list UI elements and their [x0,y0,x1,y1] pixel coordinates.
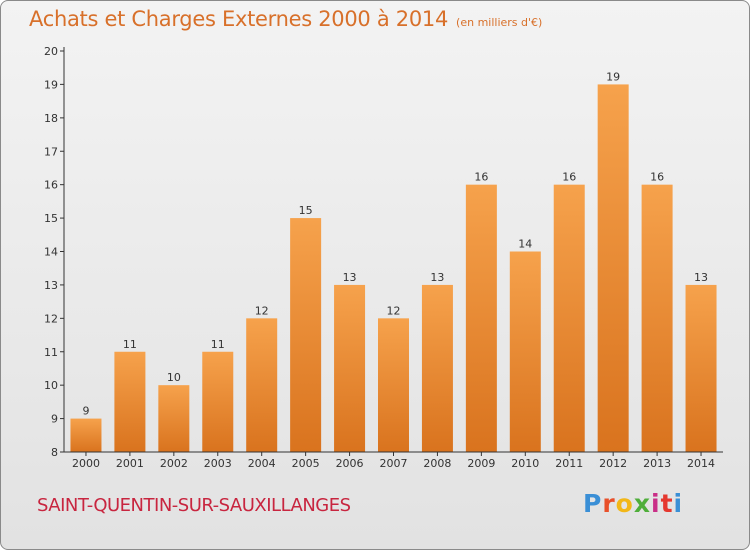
y-tick-label: 11 [44,346,58,359]
y-tick-label: 13 [44,279,58,292]
data-label-2001: 11 [123,338,137,351]
proxiti-logo-letter: P [583,489,603,518]
x-tick-label-2012: 2012 [599,457,627,470]
bar-2012 [597,84,629,453]
x-tick-label-2006: 2006 [336,457,364,470]
y-tick-label: 10 [44,379,58,392]
y-axis: 8 9 10 11 12 13 14 15 16 17 18 19 20 [44,45,65,459]
data-label-2012: 19 [606,70,620,83]
proxiti-logo[interactable]: Proxiti [583,489,683,518]
proxiti-logo-letter: t [660,489,674,518]
data-label-2002: 10 [167,371,181,384]
data-label-2013: 16 [650,171,664,184]
chart-title-block: Achats et Charges Externes 2000 à 2014 (e… [29,7,542,31]
data-label-2004: 12 [255,304,269,317]
bar-2001 [114,351,146,452]
bar-2005 [290,218,322,452]
proxiti-logo-letter: x [633,489,651,518]
bar-2003 [202,351,234,452]
y-tick-label: 12 [44,312,58,325]
x-tick-label-2008: 2008 [423,457,451,470]
data-label-2003: 11 [211,338,225,351]
bar-2013 [641,184,673,452]
proxiti-logo-letter: r [602,489,616,518]
x-tick-label-2002: 2002 [160,457,188,470]
y-tick-label: 15 [44,212,58,225]
x-axis: 2000 2001 2002 2003 2004 2005 2006 2007 2008 2009… [64,451,723,470]
x-tick-label-2009: 2009 [467,457,495,470]
y-tick-label: 17 [44,145,58,158]
data-label-2008: 13 [430,271,444,284]
y-tick-label: 14 [44,246,58,259]
x-tick-label-2005: 2005 [292,457,320,470]
bar-2008 [421,284,453,452]
bar-2006 [334,284,366,452]
data-label-2011: 16 [562,171,576,184]
data-label-2007: 12 [387,304,401,317]
bar-2011 [553,184,585,452]
proxiti-logo-letter: i [651,489,661,518]
x-tick-label-2013: 2013 [643,457,671,470]
data-label-2014: 13 [694,271,708,284]
bars-group: 9 11 10 11 12 15 13 12 13 16 14 16 19 16 13 [70,70,717,453]
x-tick-label-2011: 2011 [555,457,583,470]
y-tick-label: 16 [44,179,58,192]
chart-unit: (en milliers d'€) [456,16,543,29]
bar-2002 [158,385,190,452]
y-tick-label: 9 [51,413,58,426]
y-tick-label: 19 [44,78,58,91]
proxiti-logo-letter: i [673,489,684,518]
bar-2010 [509,251,541,452]
bar-2007 [378,318,409,452]
y-tick-label: 20 [44,45,58,58]
x-tick-label-2003: 2003 [204,457,232,470]
x-tick-label-2001: 2001 [116,457,144,470]
proxiti-logo-letter: o [615,489,634,518]
x-tick-label-2000: 2000 [72,457,100,470]
x-tick-label-2014: 2014 [687,457,715,470]
x-tick-label-2010: 2010 [511,457,539,470]
chart-title: Achats et Charges Externes 2000 à 2014 [29,7,449,31]
data-label-2006: 13 [343,271,357,284]
commune-name: SAINT-QUENTIN-SUR-SAUXILLANGES [37,495,351,516]
data-label-2005: 15 [299,204,313,217]
y-tick-label: 8 [51,446,58,459]
data-label-2009: 16 [474,171,488,184]
y-tick-label: 18 [44,112,58,125]
data-label-2000: 9 [82,405,89,418]
bar-2009 [465,184,497,452]
x-tick-label-2007: 2007 [380,457,408,470]
bar-2000 [70,418,102,452]
data-label-2010: 14 [518,238,532,251]
bar-2004 [246,318,278,452]
x-tick-label-2004: 2004 [248,457,276,470]
bar-2014 [685,284,717,452]
